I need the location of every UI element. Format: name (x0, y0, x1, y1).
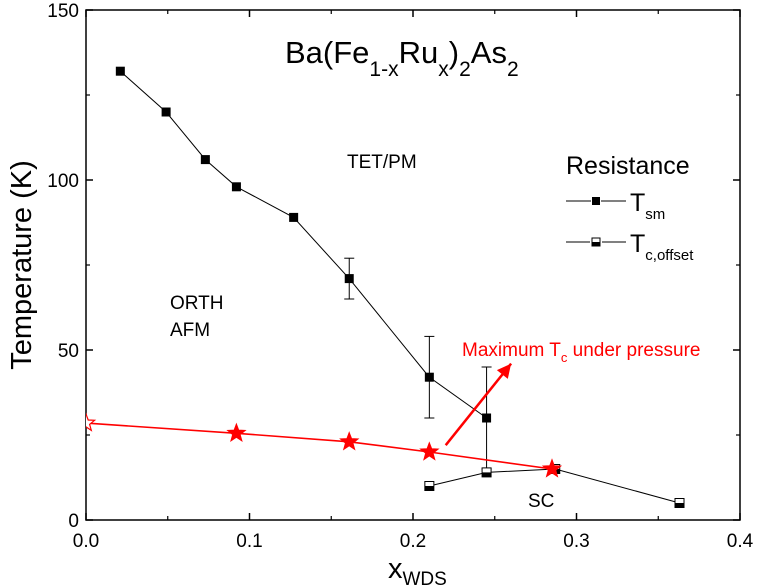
legend-label-tsm: Tsm (630, 189, 665, 223)
x-tick-label: 0.2 (400, 531, 426, 552)
x-tick-label: 0.3 (563, 531, 589, 552)
data-point-fill-tc (675, 503, 685, 508)
series-line-pressure (86, 422, 553, 470)
data-point-tsm (482, 413, 492, 423)
data-point-pressure (339, 431, 360, 451)
annotation-arrow (444, 362, 513, 446)
legend-label-tc: Tc,offset (630, 230, 694, 264)
y-tick-label: 0 (68, 511, 79, 532)
data-point-pressure (86, 412, 97, 432)
data-point-tsm (161, 107, 171, 117)
series-layer (86, 66, 685, 508)
data-point-tsm (231, 182, 241, 192)
data-point-tsm (289, 212, 299, 222)
region-label-tet-pm: TET/PM (347, 152, 417, 173)
x-tick-label: 0.1 (236, 531, 262, 552)
data-point-tsm (115, 66, 125, 76)
region-label-afm: AFM (170, 320, 210, 341)
data-point-fill-tc (482, 472, 492, 477)
x-tick-label: 0.4 (727, 531, 754, 552)
series-line-tsm (119, 70, 487, 419)
x-tick-label: 0.0 (73, 531, 99, 552)
y-tick-label: 50 (58, 341, 79, 362)
data-point-tsm (200, 155, 210, 165)
legend-marker-tsm (592, 197, 600, 205)
x-axis-label: xWDS (388, 553, 447, 588)
data-point-pressure (226, 422, 247, 442)
chart-title: Ba(Fe1-xRux)2As2 (285, 35, 519, 81)
series-line-tc (429, 468, 680, 504)
axis-ticks: 0.0 0.1 0.2 0.3 0.4 0 50 100 150 (47, 1, 753, 552)
y-tick-label: 100 (47, 171, 79, 192)
plot-frame (85, 9, 741, 521)
region-label-sc: SC (528, 491, 554, 512)
data-point-tsm (424, 372, 434, 382)
region-label-orth: ORTH (170, 293, 223, 314)
legend: Resistance Tsm Tc,offset (566, 152, 694, 264)
pressure-annotation: Maximum Tc under pressure (462, 340, 700, 365)
data-point-pressure (419, 441, 440, 461)
data-point-tsm (344, 274, 354, 284)
data-point-pressure (541, 458, 563, 478)
data-point-fill-tc (424, 486, 434, 491)
arrow-head (496, 363, 512, 379)
y-tick-label: 150 (47, 1, 79, 22)
y-axis-label: Temperature (K) (6, 160, 38, 370)
legend-marker-tc-fill (592, 242, 600, 246)
arrow-shaft (444, 362, 513, 446)
legend-title: Resistance (566, 152, 690, 180)
